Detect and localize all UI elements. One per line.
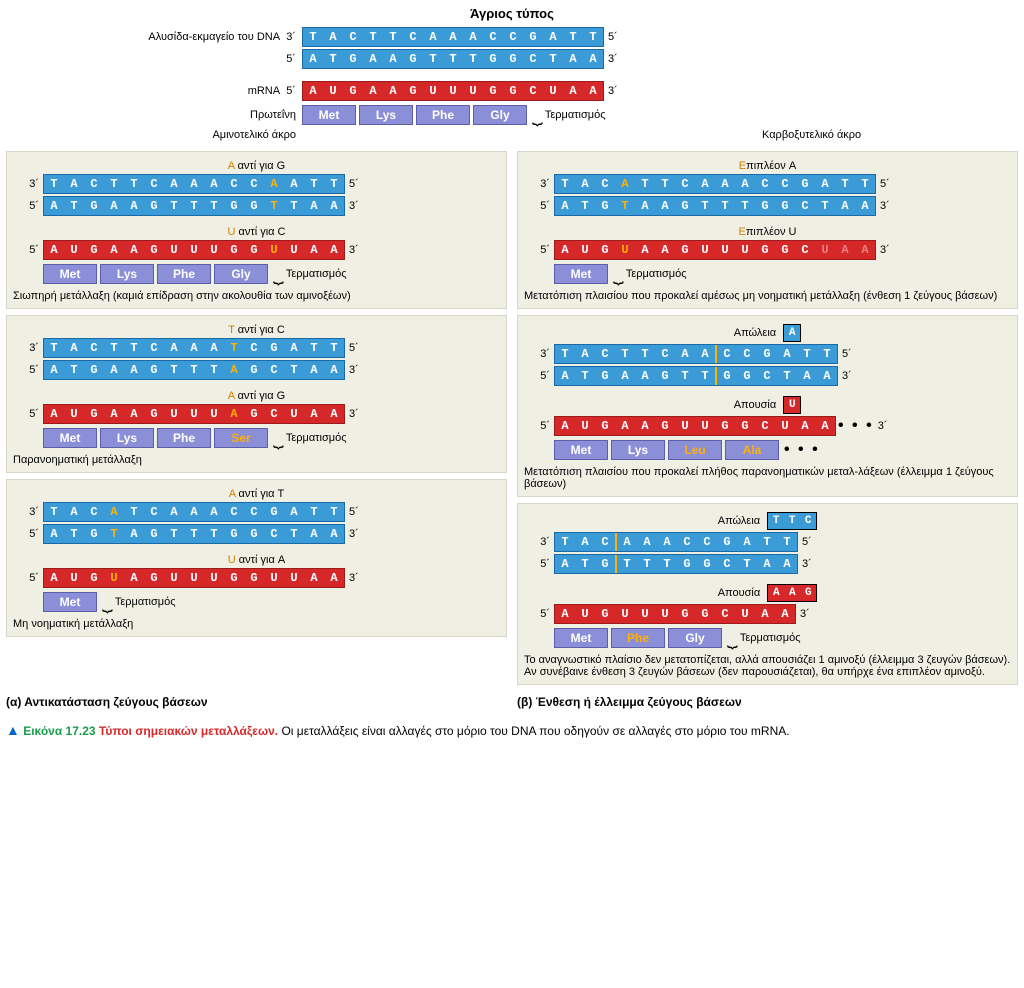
dna-top: TACTTCAACCGATT (554, 344, 838, 364)
column-a: A αντί για G 3´ TACTTCAAACCAATT 5´ 5´ AT… (6, 151, 507, 691)
dna-bottom-strand: ATGAAGTTTGGCTAA (302, 49, 604, 69)
protein: Met (554, 264, 611, 284)
panel-caption: Μετατόπιση πλαισίου που προκαλεί αμέσως … (524, 290, 1011, 302)
amino-acid: Gly (214, 264, 268, 284)
amino-acid: Lys (100, 428, 154, 448)
dna-bot: ATGAAGTTTGGTTAA (43, 196, 345, 216)
protein-label: Πρωτεΐνη (122, 109, 302, 121)
mrna-strand: AUGAAGUUUGGCUAA (302, 81, 604, 101)
dna-top: TACAAACCGATT (554, 532, 798, 552)
protein: Met (43, 592, 100, 612)
mutation-panel-a-0: A αντί για G 3´ TACTTCAAACCAATT 5´ 5´ AT… (6, 151, 507, 309)
mutation-panel-a-2: A αντί για T 3´ TACATCAAACCGATT 5´ 5´ AT… (6, 479, 507, 637)
amino-acid: Gly (473, 105, 527, 125)
dna-template-label: Αλυσίδα-εκμαγείο του DNA 3´ (122, 31, 302, 43)
figure-caption: ▲ Εικόνα 17.23 Τύποι σημειακών μεταλλάξε… (6, 721, 1018, 741)
mutation-panel-a-1: T αντί για C 3´ TACTTCAAATCGATT 5´ 5´ AT… (6, 315, 507, 473)
mutation-panel-b-2: Απώλεια TTC 3´ TACAAACCGATT 5´ 5´ ATGTTT… (517, 503, 1018, 685)
mrna: AUGUUUGGCUAA (554, 604, 796, 624)
amino-acid: Ala (725, 440, 779, 460)
mrna: AUGUAGUUUGGUUAA (43, 568, 345, 588)
dna-top: TACTTCAAATCGATT (43, 338, 345, 358)
amino-acid: Met (43, 592, 97, 612)
mutation-panel-b-0: Επιπλέον A 3´ TACATTCAAACCGATT 5´ 5´ ATG… (517, 151, 1018, 309)
triangle-icon: ▲ (6, 722, 20, 738)
panels-grid: A αντί για G 3´ TACTTCAAACCAATT 5´ 5´ AT… (6, 151, 1018, 691)
protein: MetLysPheSer (43, 428, 271, 448)
dna-top: TACTTCAAACCAATT (43, 174, 345, 194)
amino-acid: Lys (611, 440, 665, 460)
amino-acid: Ser (214, 428, 268, 448)
protein-row: MetLysPheGly (302, 105, 530, 125)
amino-acid: Gly (668, 628, 722, 648)
dna-top: TACATTCAAACCGATT (554, 174, 876, 194)
mrna: AUGAAGUUUGGUUAA (43, 240, 345, 260)
column-b: Επιπλέον A 3´ TACATTCAAACCGATT 5´ 5´ ATG… (517, 151, 1018, 691)
amino-acid: Met (554, 628, 608, 648)
figure-container: Άγριος τύπος Αλυσίδα-εκμαγείο του DNA 3´… (0, 0, 1024, 747)
mrna: AUGAAGUUGGCUAA (554, 416, 836, 436)
amino-acid: Phe (157, 264, 211, 284)
dna-bot: ATGTAGTTTGGCTAA (43, 524, 345, 544)
protein: MetPheGly (554, 628, 725, 648)
term-brace: ⏟ (532, 109, 543, 121)
term-label: Τερματισμός (545, 109, 606, 121)
panel-caption: Μετατόπιση πλαισίου που προκαλεί πλήθος … (524, 466, 1011, 490)
amino-acid: Met (554, 264, 608, 284)
amino-acid: Phe (416, 105, 470, 125)
amino-acid: Leu (668, 440, 722, 460)
mutation-panel-b-1: Απώλεια A 3´ TACTTCAACCGATT 5´ 5´ ATGAAG… (517, 315, 1018, 497)
panel-caption: Σιωπηρή μετάλλαξη (καμιά επίδραση στην α… (13, 290, 500, 302)
amino-acid: Met (302, 105, 356, 125)
dna-top-strand: TACTTCAAACCGATT (302, 27, 604, 47)
section-a-label: (α) Αντικατάσταση ζεύγους βάσεων (6, 695, 507, 709)
amino-acid: Lys (100, 264, 154, 284)
c-term-label: Καρβοξυτελικό άκρο (762, 129, 902, 141)
amino-acid: Phe (157, 428, 211, 448)
protein: MetLysLeuAla (554, 440, 782, 460)
dna-bot: ATGTAAGTTTGGCTAA (554, 196, 876, 216)
amino-acid: Phe (611, 628, 665, 648)
n-term-label: Αμινοτελικό άκρο (122, 129, 302, 141)
dna-bot: ATGTTTGGCTAA (554, 554, 798, 574)
panel-caption: Το αναγνωστικό πλαίσιο δεν μετατοπίζεται… (524, 654, 1011, 678)
panel-caption: Μη νοηματική μετάλλαξη (13, 618, 500, 630)
amino-acid: Met (43, 264, 97, 284)
section-b-label: (β) Ένθεση ή έλλειμμα ζεύγους βάσεων (517, 695, 1018, 709)
panel-caption: Παρανοηματική μετάλλαξη (13, 454, 500, 466)
protein: MetLysPheGly (43, 264, 271, 284)
dna-bot: ATGAAGTTGGCTAA (554, 366, 838, 386)
wild-type-title: Άγριος τύπος (6, 6, 1018, 21)
mrna-label: mRNA 5´ (122, 85, 302, 97)
dna-bot: ATGAAGTTTAGCTAA (43, 360, 345, 380)
amino-acid: Met (43, 428, 97, 448)
mrna: AUGAAGUUUAGCUAA (43, 404, 345, 424)
amino-acid: Met (554, 440, 608, 460)
dna-top: TACATCAAACCGATT (43, 502, 345, 522)
amino-acid: Lys (359, 105, 413, 125)
wild-type-block: Αλυσίδα-εκμαγείο του DNA 3´ TACTTCAAACCG… (122, 27, 902, 141)
mrna: AUGUAAGUUUGGCUAA (554, 240, 876, 260)
